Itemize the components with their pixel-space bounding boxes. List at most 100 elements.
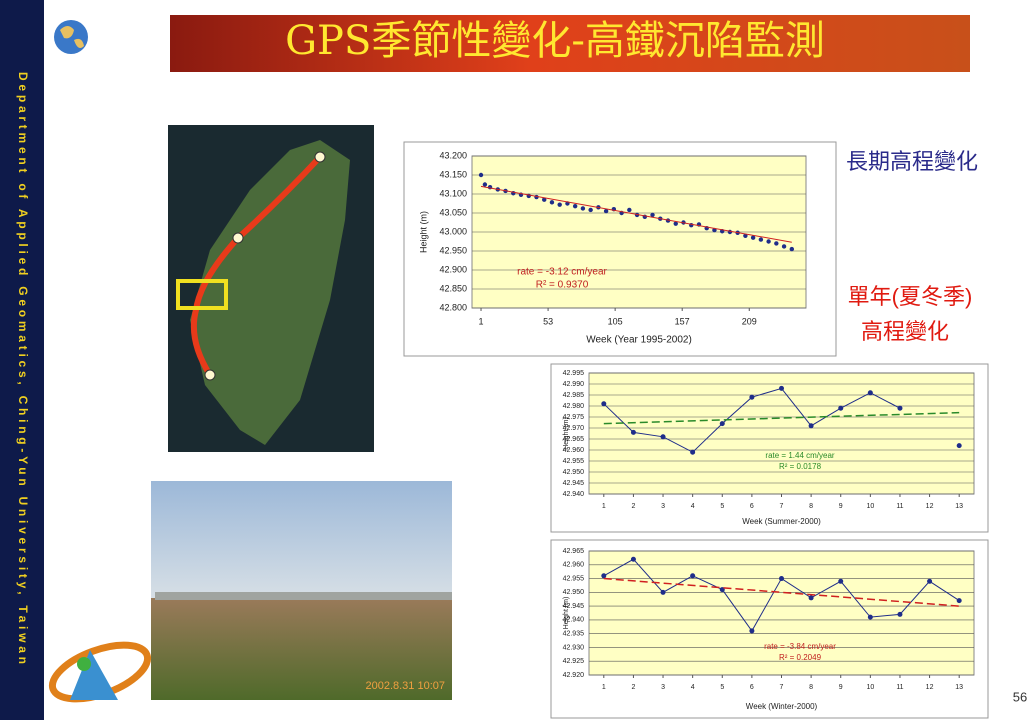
y-tick-label: 42.950 xyxy=(439,245,467,255)
y-tick-label: 42.970 xyxy=(563,425,585,432)
plot-area xyxy=(588,372,975,495)
x-tick-label: 12 xyxy=(926,684,934,691)
x-tick-label: 7 xyxy=(780,684,784,691)
x-tick-label: 10 xyxy=(866,503,874,510)
title: GPS季節性變化-高鐵沉陷監測 xyxy=(285,18,825,64)
x-tick-label: 2 xyxy=(631,503,635,510)
photo-sky xyxy=(151,481,452,601)
data-point xyxy=(956,443,962,449)
y-tick-label: 42.925 xyxy=(563,658,585,665)
y-tick-label: 42.850 xyxy=(439,283,467,293)
data-point xyxy=(867,390,873,396)
data-point xyxy=(719,421,725,427)
y-tick-label: 42.940 xyxy=(563,491,585,498)
data-point xyxy=(588,207,593,213)
logo-triangle xyxy=(70,650,118,700)
data-point xyxy=(572,203,578,209)
x-tick-label: 11 xyxy=(896,684,903,691)
y-tick-label: 42.940 xyxy=(563,617,585,624)
y-tick-label: 43.000 xyxy=(439,226,467,236)
station xyxy=(314,151,326,163)
y-tick-label: 42.950 xyxy=(563,469,585,476)
data-point xyxy=(867,614,873,620)
logo-dot xyxy=(77,657,91,671)
y-axis-title: Height (m) xyxy=(563,597,570,630)
sidebar xyxy=(0,0,44,720)
rail-route xyxy=(190,154,323,377)
data-point xyxy=(758,237,764,242)
data-point xyxy=(808,595,814,601)
data-point xyxy=(650,212,655,218)
label-single: 高程變化 xyxy=(861,319,949,344)
data-point xyxy=(789,246,795,252)
data-point xyxy=(601,573,607,579)
title-banner xyxy=(170,15,970,72)
x-tick-label: 11 xyxy=(896,503,903,510)
station xyxy=(232,232,244,244)
y-tick-label: 42.995 xyxy=(563,370,585,377)
label-long: 長期高程變化 xyxy=(846,149,978,174)
data-point xyxy=(750,235,756,240)
data-point xyxy=(660,434,666,440)
x-tick-label: 157 xyxy=(675,316,690,326)
page-number: 56 xyxy=(1013,689,1027,704)
data-point xyxy=(601,401,607,407)
y-axis-title: Height (m) xyxy=(418,211,428,253)
x-tick-label: 9 xyxy=(839,684,843,691)
x-tick-label: 1 xyxy=(479,316,484,326)
x-axis-title: Week (Year 1995-2002) xyxy=(586,335,692,346)
y-tick-label: 42.955 xyxy=(563,575,585,582)
data-point xyxy=(927,578,933,584)
x-tick-label: 1 xyxy=(602,684,606,691)
y-tick-label: 42.960 xyxy=(563,562,585,569)
x-tick-label: 13 xyxy=(955,503,963,510)
annotation: rate = -3.84 cm/year xyxy=(764,642,836,651)
annotation: rate = -3.12 cm/year xyxy=(517,267,607,278)
y-tick-label: 42.985 xyxy=(563,392,585,399)
viaduct xyxy=(155,592,452,600)
y-tick-label: 42.965 xyxy=(563,436,585,443)
y-tick-label: 43.100 xyxy=(439,188,467,198)
x-tick-label: 2 xyxy=(631,684,635,691)
y-tick-label: 42.900 xyxy=(439,264,467,274)
y-tick-label: 42.980 xyxy=(563,403,585,410)
data-point xyxy=(749,628,755,634)
data-point xyxy=(774,241,779,246)
x-tick-label: 5 xyxy=(720,684,724,691)
annotation: R² = 0.2049 xyxy=(779,653,822,662)
x-tick-label: 1 xyxy=(602,503,606,510)
data-point xyxy=(580,206,586,211)
y-tick-label: 42.920 xyxy=(563,672,585,679)
label-single: 單年(夏冬季) xyxy=(848,284,973,309)
highlight-box xyxy=(176,279,228,310)
x-tick-label: 53 xyxy=(543,316,553,326)
x-tick-label: 8 xyxy=(809,503,813,510)
station xyxy=(204,369,216,381)
data-point xyxy=(478,172,484,178)
x-tick-label: 5 xyxy=(720,503,724,510)
data-point xyxy=(779,385,784,391)
data-point xyxy=(673,221,678,226)
y-tick-label: 43.150 xyxy=(439,169,467,179)
y-tick-label: 42.950 xyxy=(563,589,585,596)
data-point xyxy=(766,239,771,244)
y-tick-label: 42.945 xyxy=(563,603,585,610)
data-point xyxy=(627,207,632,213)
photo-date: 2002.8.31 10:07 xyxy=(365,680,445,692)
data-point xyxy=(660,589,666,595)
data-point xyxy=(557,202,562,207)
x-tick-label: 4 xyxy=(691,503,695,510)
trend-line xyxy=(480,185,792,243)
data-point xyxy=(808,423,814,429)
data-point xyxy=(549,200,555,205)
y-tick-label: 42.930 xyxy=(563,644,585,651)
x-tick-label: 6 xyxy=(750,684,754,691)
data-point xyxy=(542,197,547,202)
data-point xyxy=(838,578,844,584)
data-point xyxy=(781,244,787,249)
y-tick-label: 43.200 xyxy=(439,150,467,160)
x-tick-label: 4 xyxy=(691,684,695,691)
data-point xyxy=(956,598,962,604)
data-point xyxy=(838,405,844,411)
